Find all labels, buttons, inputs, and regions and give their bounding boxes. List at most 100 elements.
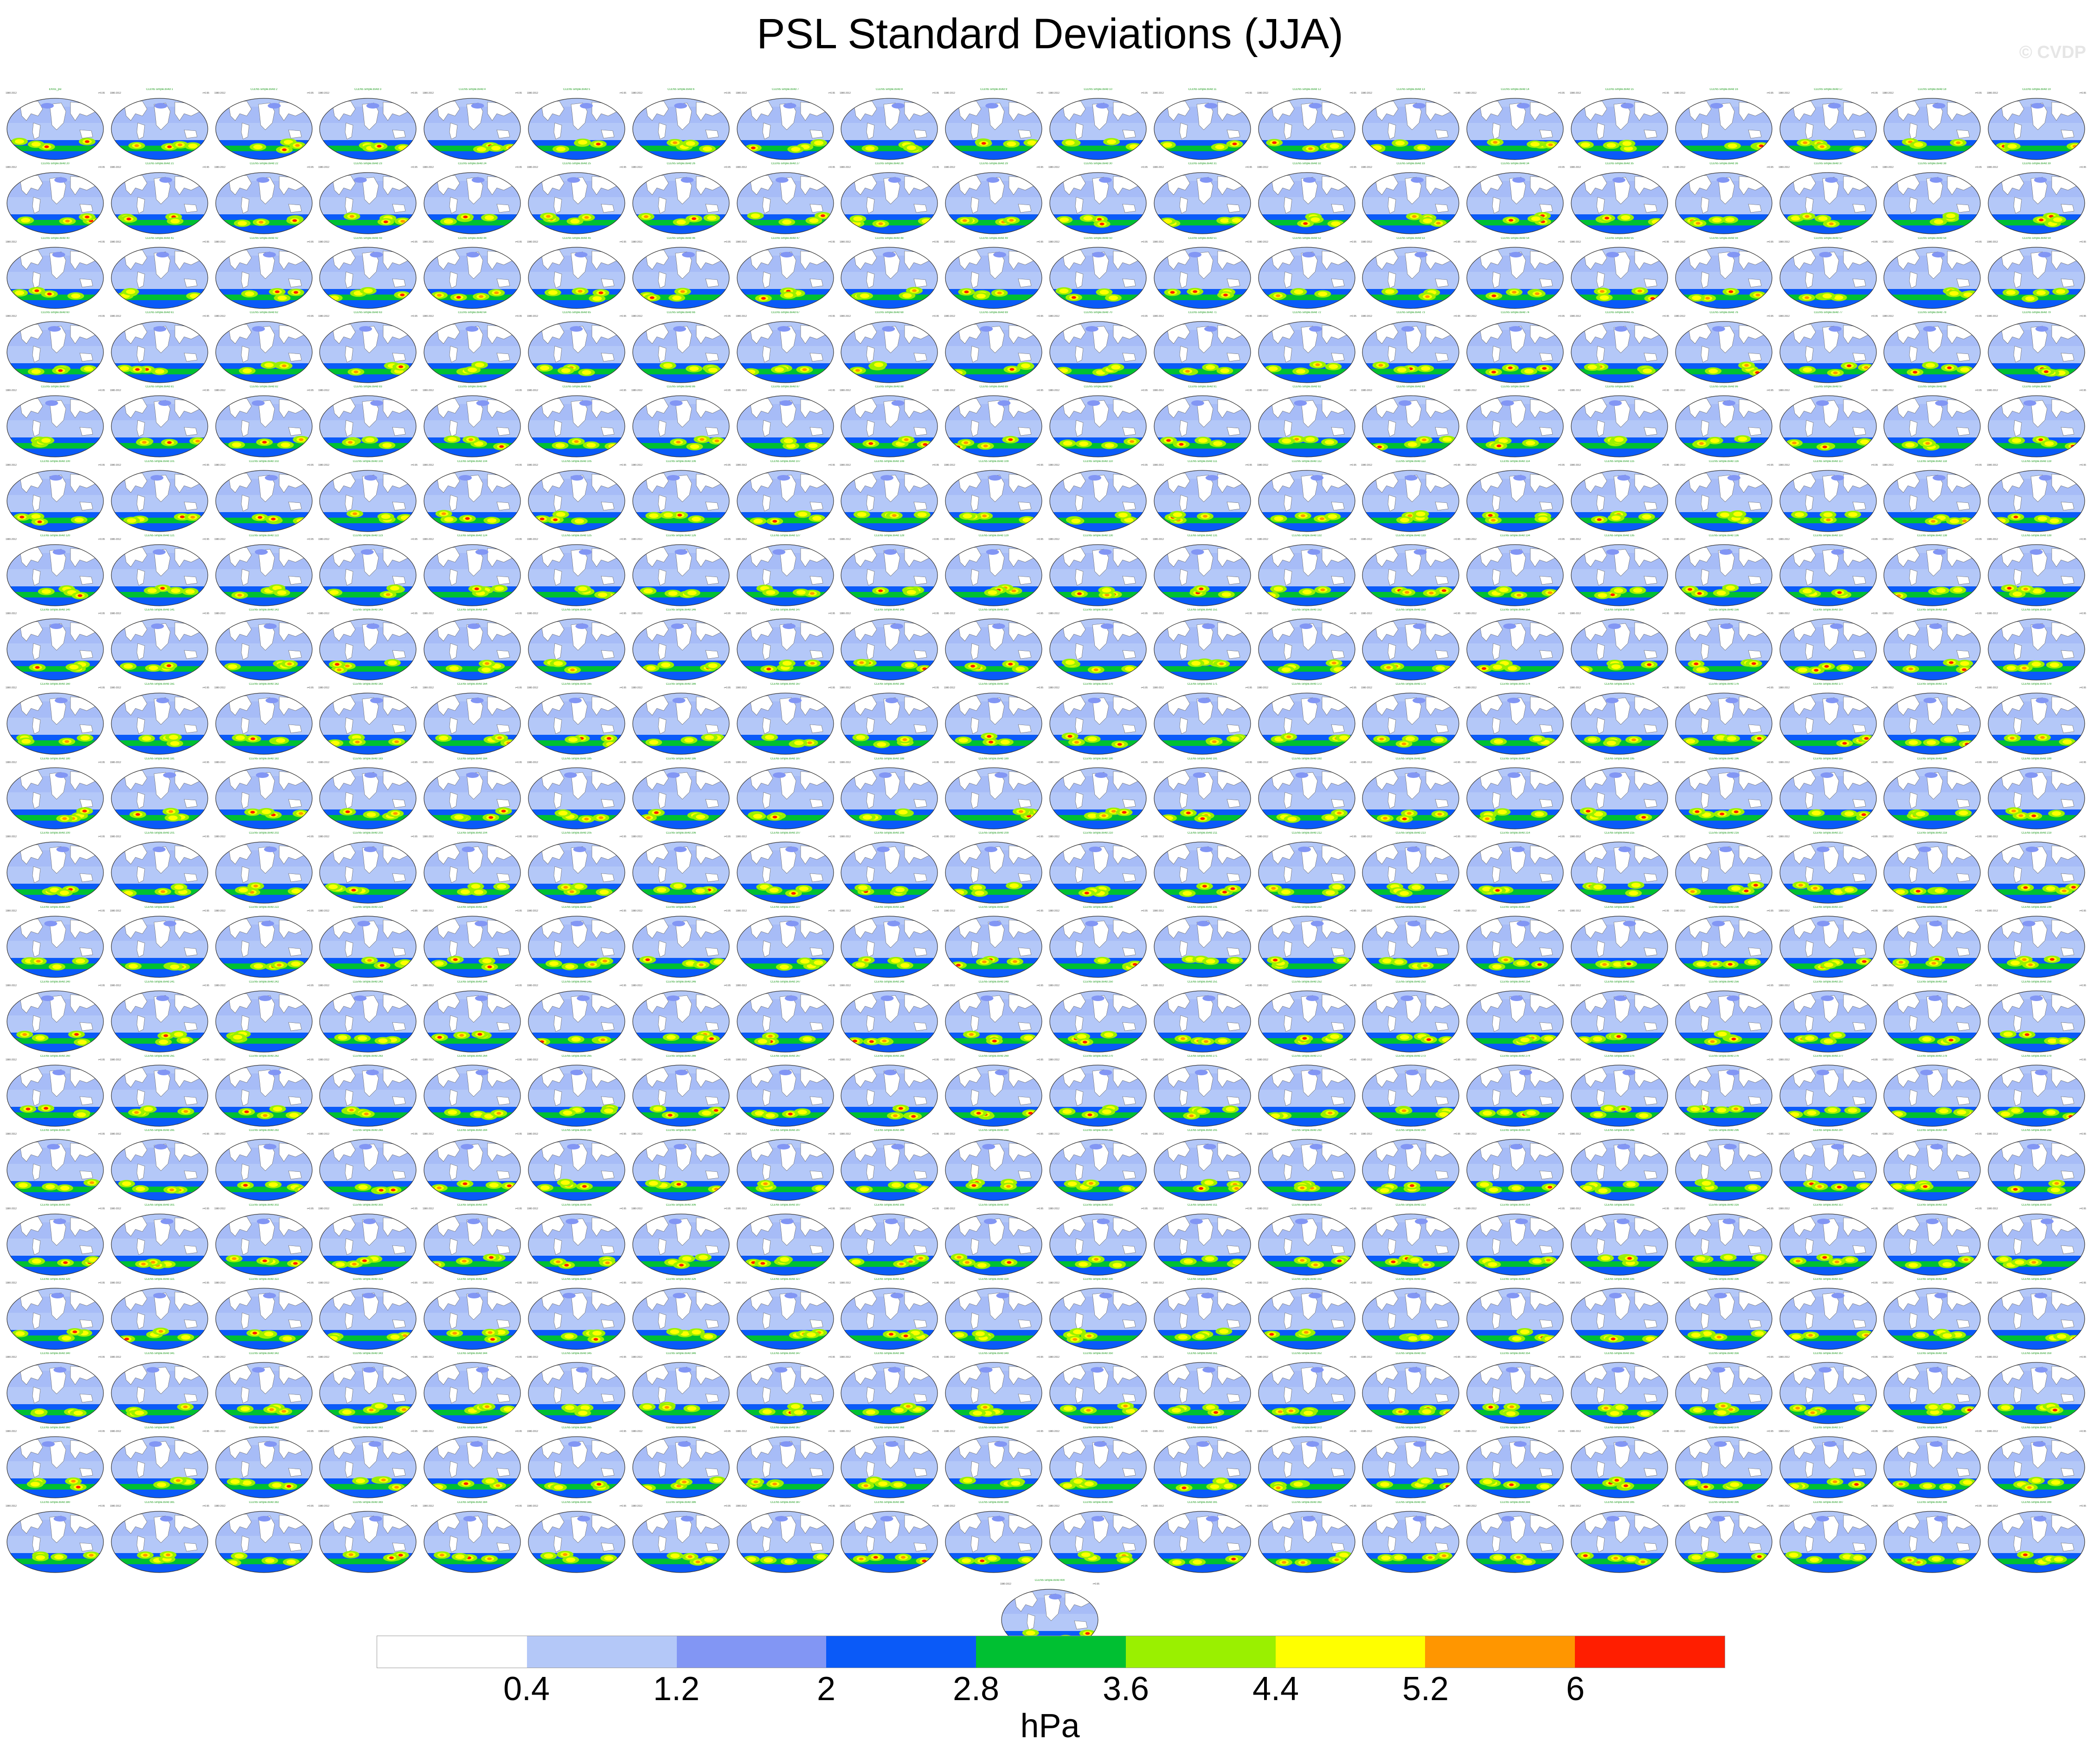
north-pacific-blob <box>1088 698 1101 703</box>
variance-blob <box>1936 588 1946 593</box>
panel-title: CLEN5 simple.8x4d 3 <box>354 88 382 91</box>
land-mass <box>705 129 719 139</box>
land-mass <box>2061 724 2074 733</box>
variance-peak <box>1272 141 1277 144</box>
variance-blob <box>1946 213 1956 218</box>
map-plot <box>215 544 313 606</box>
north-pacific-blob <box>475 549 488 555</box>
map-panel: CLEN5 simple.8x4d 67 1980-2012 r=0.95 <box>736 311 835 385</box>
map-plot <box>1675 395 1772 457</box>
variance-peak <box>2007 587 2012 590</box>
variance-blob <box>1220 368 1230 373</box>
map-panel: CLEN5 simple.8x4d 76 1980-2012 r=0.95 <box>1674 311 1773 385</box>
north-pacific-blob <box>370 400 384 406</box>
variance-blob <box>1108 295 1118 301</box>
north-pacific-blob <box>672 698 686 703</box>
map-plot <box>1049 321 1147 383</box>
variance-blob <box>1294 289 1304 295</box>
variance-peak <box>190 515 195 519</box>
variance-blob <box>1105 443 1114 448</box>
map-panel: CLEN5 simple.8x4d 64 1980-2012 r=0.95 <box>423 311 522 385</box>
antarctic-band <box>216 225 312 234</box>
map-panel: CLEN5 simple.8x4d 113 1980-2012 r=0.95 <box>1361 460 1460 533</box>
map-panel: CLEN5 simple.8x4d 32 1980-2012 r=0.95 <box>1257 162 1356 236</box>
antarctic-band <box>7 746 103 754</box>
land-mass <box>1956 129 1970 139</box>
land-mass <box>184 650 198 659</box>
north-pacific-blob <box>1932 252 1945 257</box>
map-plot <box>1571 321 1668 383</box>
variance-peak <box>1705 296 1710 300</box>
map-panel: CLEN5 simple.8x4d 91 1980-2012 r=0.95 <box>1153 385 1252 459</box>
antarctic-band <box>1571 746 1668 754</box>
land-mass <box>241 122 250 140</box>
antarctic-band <box>633 523 729 532</box>
map-panel: CLEN5 simple.8x4d 18 1980-2012 r=0.95 <box>1882 88 1982 161</box>
map-panel: CLEN5 simple.8x4d 49 1980-2012 r=0.95 <box>944 237 1043 310</box>
map-plot <box>215 470 313 532</box>
southern-band-blue <box>7 586 103 592</box>
land-mass <box>1539 501 1553 511</box>
north-pacific-blob <box>997 400 1011 406</box>
antarctic-band <box>1362 151 1459 160</box>
variance-peak <box>584 817 589 821</box>
land-mass <box>1122 204 1136 213</box>
antarctic-band <box>1050 746 1146 754</box>
variance-blob <box>1944 737 1953 742</box>
map-plot <box>945 172 1042 234</box>
north-pacific-blob <box>255 549 268 555</box>
map-panel: CLEN5 simple.8x4d 25 1980-2012 r=0.95 <box>527 162 626 236</box>
north-pacific-blob <box>789 698 802 703</box>
land-mass <box>1435 650 1449 659</box>
panel-title: ERA5_psl <box>49 88 62 91</box>
variance-blob <box>1727 736 1736 741</box>
land-mass <box>496 576 510 585</box>
north-pacific-blob <box>1413 549 1427 555</box>
variance-blob <box>798 512 808 517</box>
map-panel: CLEN5 simple.8x4d 99 1980-2012 r=0.95 <box>1987 385 2086 459</box>
land-mass <box>1227 204 1240 213</box>
land-mass <box>496 278 510 288</box>
antarctic-band <box>1259 151 1355 160</box>
variance-peak <box>868 442 873 445</box>
map-panel: CLEN5 simple.8x4d 137 1980-2012 r=0.95 <box>1779 534 1878 608</box>
variance-blob <box>1953 588 1963 593</box>
land-mass <box>345 122 353 140</box>
map-panel: CLEN5 simple.8x4d 60 1980-2012 r=0.95 <box>6 311 105 385</box>
variance-blob <box>690 444 700 449</box>
map-plot <box>319 618 417 681</box>
variance-blob <box>1022 517 1032 522</box>
variance-peak <box>1637 289 1642 293</box>
variance-blob <box>232 442 242 447</box>
variance-peak <box>2013 515 2018 519</box>
southern-band-blue <box>1362 289 1459 295</box>
north-pacific-blob <box>1191 549 1204 555</box>
land-mass <box>496 204 510 213</box>
land-mass <box>496 501 510 511</box>
variance-peak <box>546 215 551 218</box>
map-plot <box>945 247 1042 309</box>
panel-period: 1980-2012 <box>736 92 747 95</box>
panel-title: CLEN5 simple.8x4d 15 <box>1605 88 1634 91</box>
variance-blob <box>663 513 673 518</box>
variance-peak <box>904 438 909 441</box>
variance-blob <box>905 663 914 668</box>
antarctic-band <box>1467 597 1563 606</box>
panel-correlation: r=0.95 <box>1245 92 1252 95</box>
panel-correlation: r=0.95 <box>724 92 731 95</box>
antarctic-band <box>1467 374 1563 383</box>
map-plot <box>1049 470 1147 532</box>
panel-title: CLEN5 simple.8x4d 1 <box>146 88 173 91</box>
land-mass <box>184 353 198 362</box>
antarctic-band <box>528 746 625 754</box>
variance-peak <box>2039 218 2044 222</box>
land-mass <box>288 576 302 585</box>
panel-period: 1980-2012 <box>423 92 434 95</box>
map-panel: CLEN5 simple.8x4d 169 1980-2012 r=0.95 <box>944 683 1043 756</box>
map-plot <box>945 395 1042 457</box>
north-pacific-blob <box>980 326 993 332</box>
map-plot <box>632 470 730 532</box>
variance-peak <box>349 215 354 218</box>
variance-peak <box>1008 438 1013 441</box>
variance-blob <box>74 517 84 522</box>
